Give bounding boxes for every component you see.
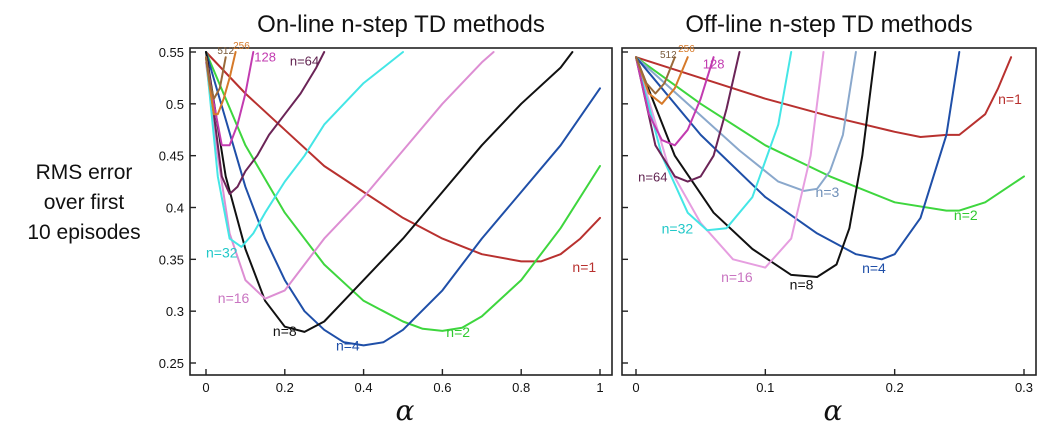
chart-title: Off-line n-step TD methods <box>685 11 972 38</box>
series-line-n-4 <box>635 51 961 261</box>
series-group <box>205 51 601 347</box>
series-label-n-16: n=16 <box>721 269 753 285</box>
x-tick-label: 1 <box>596 380 603 395</box>
x-axis-label: α <box>396 394 415 427</box>
x-tick-label: 0.4 <box>355 380 373 395</box>
x-tick-label: 0.3 <box>1015 380 1033 395</box>
plot-frame <box>189 47 613 376</box>
online-td-panel: On-line n-step TD methods 0 0.2 0.4 0.6 0.8 1 0… <box>159 11 613 427</box>
x-tick-label: 0.2 <box>886 380 904 395</box>
series-line-n-64 <box>205 51 326 195</box>
series-label-n-512: 512 <box>217 46 234 57</box>
series-label-n-16: n=16 <box>218 290 250 306</box>
series-line-n-2 <box>635 56 1025 212</box>
series-label-n-1: n=1 <box>998 91 1022 107</box>
series-line-n-1 <box>635 56 1013 138</box>
series-label-n-2: n=2 <box>954 207 978 223</box>
series-label-n-8: n=8 <box>790 276 814 292</box>
series-line-n-512 <box>205 56 227 100</box>
y-tick-label: 0.35 <box>159 252 184 267</box>
x-axis-label: α <box>824 394 843 427</box>
series-label-n-64: n=64 <box>290 53 319 68</box>
series-line-n-128 <box>205 51 255 147</box>
y-axis-label-line: over first <box>43 191 125 214</box>
series-label-n-3: n=3 <box>816 184 840 200</box>
y-tick-label: 0.4 <box>166 201 184 216</box>
series-label-n-128: 128 <box>703 57 725 72</box>
series-label-n-1: n=1 <box>572 259 596 275</box>
x-tick-label: 0.2 <box>276 380 294 395</box>
y-tick-label: 0.25 <box>159 356 184 371</box>
series-line-n-4 <box>205 51 601 347</box>
y-tick-label: 0.5 <box>166 97 184 112</box>
x-tick-label: 0.8 <box>512 380 530 395</box>
y-tick-label: 0.45 <box>159 149 184 164</box>
series-group <box>635 51 1025 278</box>
series-label-n-64: n=64 <box>638 170 667 185</box>
series-label-n-512: 512 <box>660 50 677 61</box>
series-line-n-2 <box>205 51 601 332</box>
y-tick-label: 0.55 <box>159 45 184 60</box>
series-line-n-16 <box>205 51 495 300</box>
series-label-n-4: n=4 <box>336 338 360 354</box>
series-line-n-3 <box>635 51 857 192</box>
x-tick-label: 0 <box>202 380 209 395</box>
series-line-n-64 <box>635 51 741 183</box>
series-label-n-32: n=32 <box>206 244 238 260</box>
series-line-n-32 <box>205 51 404 248</box>
series-line-n-8 <box>635 51 877 278</box>
series-line-n-32 <box>635 51 793 232</box>
y-tick-label: 0.3 <box>166 304 184 319</box>
series-line-n-1 <box>205 51 601 263</box>
series-line-n-128 <box>635 56 715 147</box>
series-label-n-256: 256 <box>678 44 695 55</box>
series-label-n-32: n=32 <box>662 220 694 236</box>
x-tick-label: 0.6 <box>433 380 451 395</box>
series-line-n-256 <box>205 51 237 116</box>
plot-frame <box>621 47 1037 376</box>
series-label-n-2: n=2 <box>446 324 470 340</box>
series-line-n-8 <box>205 51 574 333</box>
x-tick-label: 0 <box>632 380 639 395</box>
chart-title: On-line n-step TD methods <box>257 11 545 38</box>
offline-td-panel: Off-line n-step TD methods 0 0.1 0.2 0.3 α n=1… <box>621 11 1037 427</box>
y-axis-label-line: 10 episodes <box>27 221 141 244</box>
series-line-n-512 <box>635 56 676 95</box>
series-label-n-8: n=8 <box>273 323 297 339</box>
y-axis-label-line: RMS error <box>35 161 133 184</box>
x-tick-label: 0.1 <box>756 380 774 395</box>
series-label-n-128: 128 <box>254 49 276 64</box>
series-label-n-256: 256 <box>233 41 250 52</box>
series-label-n-4: n=4 <box>862 260 886 276</box>
y-axis-label: RMS error over first 10 episodes <box>0 158 168 248</box>
